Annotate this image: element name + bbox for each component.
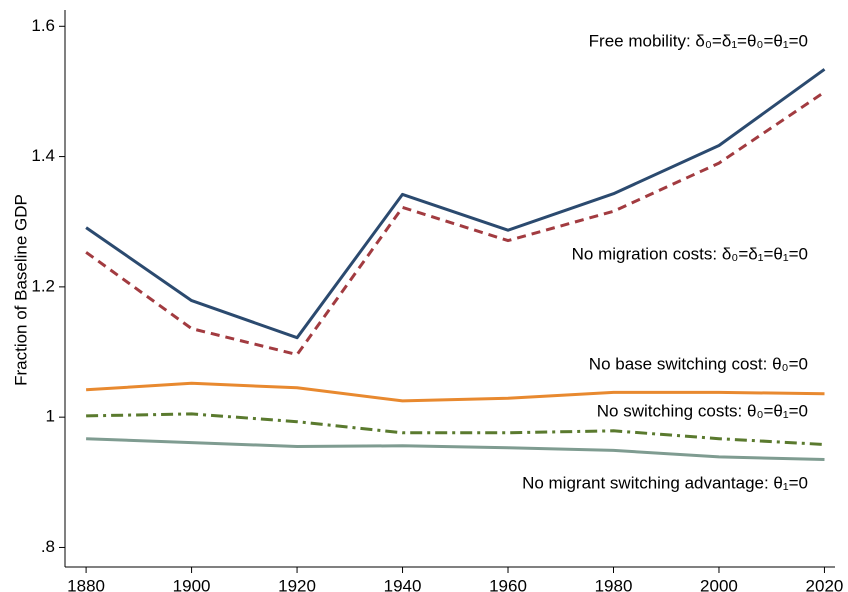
x-tick-label: 1920 [278, 576, 316, 592]
series-label: No migrant switching advantage: θ₁=0 [522, 473, 808, 492]
series-line [86, 437, 825, 461]
x-tick-label: 2000 [700, 576, 738, 592]
series-label: No switching costs: θ₀=θ₁=0 [597, 401, 808, 420]
y-tick-label: 1 [46, 407, 55, 426]
x-tick-label: 1980 [595, 576, 633, 592]
series-line [86, 381, 825, 403]
y-tick-label: 1.2 [31, 276, 55, 295]
series-label: No base switching cost: θ₀=0 [589, 354, 808, 373]
x-tick-label: 2020 [806, 576, 844, 592]
y-tick-label: 1.4 [31, 146, 55, 165]
x-tick-label: 1900 [173, 576, 211, 592]
x-tick-label: 1880 [67, 576, 105, 592]
y-tick-label: 1.6 [31, 16, 55, 35]
series-label: Free mobility: δ₀=δ₁=θ₀=θ₁=0 [589, 31, 808, 50]
y-tick-label: .8 [41, 537, 55, 556]
series-line [85, 68, 826, 340]
x-tick-label: 1940 [384, 576, 422, 592]
series-line [85, 90, 826, 357]
x-tick-label: 1960 [489, 576, 527, 592]
series-label: No migration costs: δ₀=δ₁=θ₁=0 [572, 244, 808, 263]
y-axis-label: Fraction of Baseline GDP [11, 194, 30, 386]
